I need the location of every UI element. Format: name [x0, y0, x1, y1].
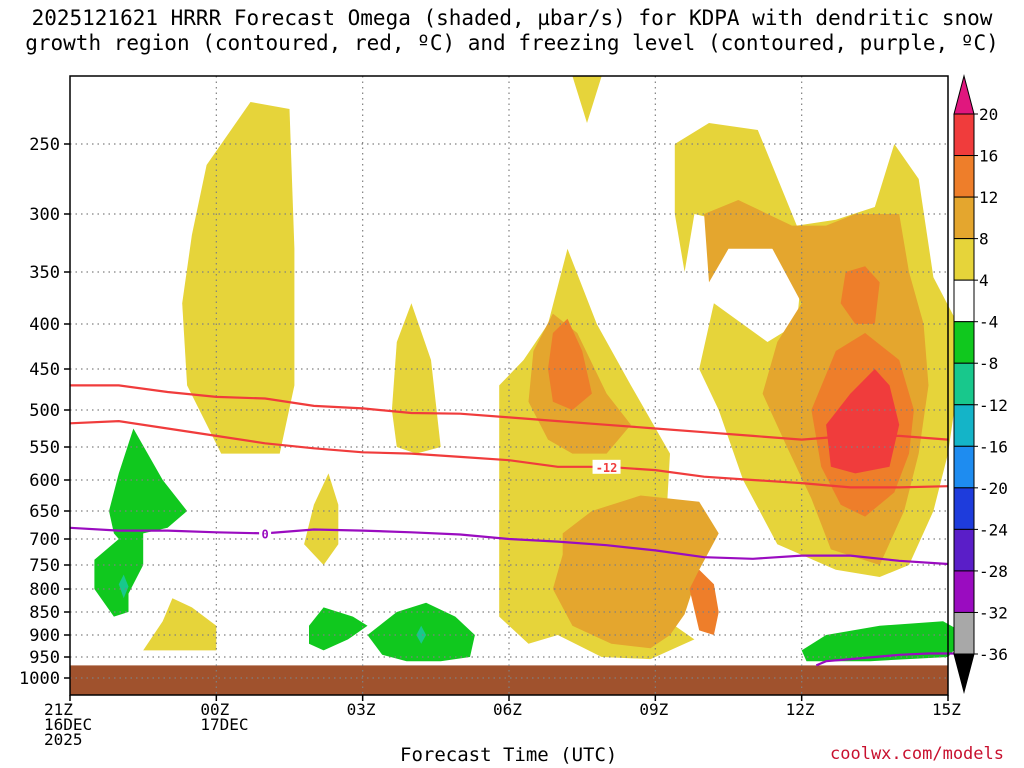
- x-tick-label-0-0: 21Z: [44, 700, 73, 719]
- colorbar-label-10: -24: [979, 520, 1008, 539]
- contour-dendritic-bottom: [69, 419, 949, 489]
- y-tick-label-1000: 1000: [19, 669, 60, 689]
- colorbar-bin-13: [953, 611, 975, 655]
- omega-region-15: [94, 428, 188, 617]
- colorbar-bin-4: [953, 238, 975, 281]
- chart-title: 2025121621 HRRR Forecast Omega (shaded, …: [0, 6, 1024, 56]
- x-tick-label-1-1: 17DEC: [200, 715, 248, 734]
- omega-region-20: [416, 625, 427, 644]
- y-tick-label-700: 700: [29, 530, 60, 550]
- colorbar-label-2: 12: [979, 188, 998, 207]
- y-tick-label-650: 650: [29, 502, 60, 522]
- colorbar-label-13: -36: [979, 645, 1008, 664]
- colorbar-label-6: -8: [979, 354, 998, 373]
- omega-region-18: [801, 621, 968, 662]
- omega-region-3: [391, 303, 441, 454]
- omega-region-19: [118, 574, 129, 599]
- ground-terrain: [70, 665, 948, 695]
- chart-title-line1: 2025121621 HRRR Forecast Omega (shaded, …: [31, 6, 993, 30]
- colorbar-bin-3: [953, 196, 975, 240]
- colorbar-bin-11: [953, 528, 975, 572]
- omega-shading: [94, 76, 968, 662]
- omega-region-10: [548, 318, 592, 410]
- colorbar-label-5: -4: [979, 313, 998, 332]
- omega-region-11: [689, 569, 719, 635]
- omega-region-16: [309, 607, 368, 651]
- y-tick-label-300: 300: [29, 205, 60, 225]
- colorbar-label-8: -16: [979, 437, 1008, 456]
- x-axis-label: Forecast Time (UTC): [400, 744, 618, 766]
- y-tick-label-250: 250: [29, 135, 60, 155]
- omega-region-0: [572, 76, 602, 123]
- colorbar-bin-5: [953, 279, 975, 323]
- x-tick-label-0-1: 16DEC: [44, 715, 92, 734]
- colorbar-label-0: 20: [979, 105, 998, 124]
- contour-dendritic-top: [70, 384, 949, 441]
- y-tick-label-400: 400: [29, 315, 60, 335]
- colorbar-label-3: 8: [979, 230, 989, 249]
- colorbar-label-9: -20: [979, 479, 1008, 498]
- colorbar-label-7: -12: [979, 396, 1008, 415]
- y-tick-label-800: 800: [29, 580, 60, 600]
- omega-region-14: [826, 369, 900, 474]
- colorbar-bottom-arrow: [953, 653, 975, 694]
- colorbar-bin-12: [953, 570, 975, 613]
- omega-region-4: [143, 598, 217, 651]
- contour-freezing-level-lower: [815, 652, 958, 667]
- credit-text: coolwx.com/models: [830, 744, 1004, 764]
- colorbar-bin-1: [953, 113, 975, 157]
- contour-label-bg-freezing-level: [259, 526, 272, 541]
- colorbar-label-4: 4: [979, 271, 989, 290]
- colorbar: 20 16 12 8 4 -4 -8 -12 -16 -20 -24 -28 -32 -36: [953, 74, 1008, 694]
- contour-lines: -12 0: [69, 384, 958, 667]
- omega-region-12: [840, 266, 880, 324]
- x-tick-label-1-0: 00Z: [200, 700, 229, 719]
- colorbar-bin-6: [953, 321, 975, 364]
- omega-region-8: [552, 495, 719, 649]
- contour-label-bg-dendritic-bottom: [592, 459, 621, 474]
- y-tick-label-850: 850: [29, 603, 60, 623]
- y-axis: 250 300 350 400 450 500 550 600 650 700 750 800 850 9…: [19, 135, 70, 689]
- colorbar-label-12: -32: [979, 603, 1008, 622]
- grid-lines: [69, 76, 948, 695]
- chart-title-line2: growth region (contoured, red, ºC) and f…: [25, 31, 999, 55]
- omega-region-2: [304, 473, 339, 565]
- x-tick-label-4-0: 09Z: [639, 700, 668, 719]
- y-tick-label-950: 950: [29, 648, 60, 668]
- omega-region-1: [182, 102, 295, 454]
- colorbar-label-1: 16: [979, 147, 998, 166]
- colorbar-bin-10: [953, 487, 975, 530]
- y-tick-label-900: 900: [29, 626, 60, 646]
- colorbar-bin-9: [953, 445, 975, 489]
- contour-label-dendritic-bottom: -12: [596, 461, 618, 475]
- colorbar-label-11: -28: [979, 562, 1008, 581]
- x-tick-label-6-0: 15Z: [932, 700, 961, 719]
- contour-freezing-level: [69, 526, 949, 566]
- colorbar-bin-7: [953, 362, 975, 406]
- x-tick-label-0-2: 2025: [44, 730, 83, 749]
- contour-label-freezing-level: 0: [261, 527, 268, 541]
- y-tick-label-500: 500: [29, 401, 60, 421]
- colorbar-top-arrow: [953, 74, 975, 115]
- y-tick-label-350: 350: [29, 263, 60, 283]
- y-tick-label-750: 750: [29, 556, 60, 576]
- x-tick-label-5-0: 12Z: [786, 700, 815, 719]
- colorbar-bin-2: [953, 155, 975, 198]
- x-tick-label-3-0: 06Z: [493, 700, 522, 719]
- x-tick-label-2-0: 03Z: [347, 700, 376, 719]
- y-tick-label-600: 600: [29, 471, 60, 491]
- colorbar-bin-8: [953, 404, 975, 447]
- y-tick-label-450: 450: [29, 360, 60, 380]
- y-tick-label-550: 550: [29, 438, 60, 458]
